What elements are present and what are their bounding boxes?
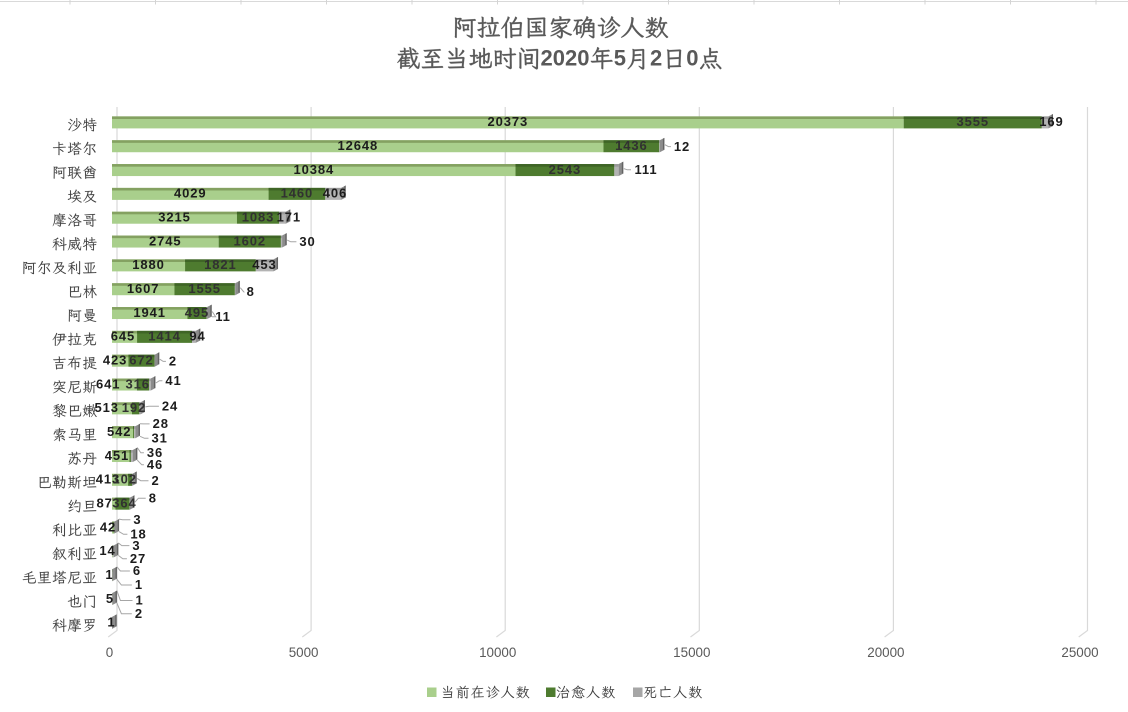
svg-text:4029: 4029 [174,186,207,201]
svg-text:5: 5 [614,45,626,70]
svg-text:542: 542 [107,424,131,439]
svg-text:30: 30 [299,234,315,249]
svg-text:27: 27 [130,551,146,566]
svg-text:2543: 2543 [549,162,582,177]
svg-text:1880: 1880 [132,257,165,272]
svg-text:169: 169 [1039,114,1063,129]
svg-text:31: 31 [151,431,167,446]
svg-text:111: 111 [635,162,658,177]
svg-text:3: 3 [132,538,140,553]
svg-text:42: 42 [100,519,116,534]
svg-text:2: 2 [650,45,662,70]
svg-text:406: 406 [323,186,347,201]
svg-text:1083: 1083 [242,210,275,225]
svg-text:1941: 1941 [133,305,166,320]
svg-text:11: 11 [215,309,231,324]
svg-text:1: 1 [136,593,144,608]
svg-text:15000: 15000 [673,645,710,660]
svg-text:24: 24 [162,399,178,414]
svg-text:1: 1 [105,567,113,582]
svg-text:1821: 1821 [204,257,237,272]
svg-text:28: 28 [153,416,169,431]
svg-text:0: 0 [106,645,113,660]
svg-text:453: 453 [252,257,276,272]
svg-text:0: 0 [686,45,698,70]
svg-text:2745: 2745 [149,233,182,248]
svg-text:8: 8 [247,284,255,299]
svg-text:6: 6 [133,563,141,578]
svg-text:641: 641 [96,376,120,391]
svg-text:8: 8 [149,490,157,505]
svg-text:1414: 1414 [148,329,181,344]
svg-text:14: 14 [99,543,115,558]
svg-text:495: 495 [185,305,209,320]
svg-text:1460: 1460 [281,186,314,201]
svg-text:1: 1 [135,577,143,592]
svg-text:5: 5 [106,591,114,606]
svg-text:87: 87 [96,496,112,511]
svg-text:12648: 12648 [337,138,378,153]
svg-text:1436: 1436 [615,138,648,153]
svg-text:413: 413 [96,472,120,487]
svg-text:3: 3 [133,512,141,527]
svg-text:94: 94 [189,329,205,344]
svg-text:316: 316 [126,376,150,391]
svg-text:513: 513 [95,400,119,415]
svg-text:2020: 2020 [541,45,590,70]
svg-text:451: 451 [105,448,129,463]
svg-text:192: 192 [122,400,146,415]
svg-text:645: 645 [111,329,135,344]
svg-text:20000: 20000 [867,645,904,660]
svg-text:2: 2 [135,606,143,621]
svg-text:1607: 1607 [127,281,160,296]
svg-text:102: 102 [113,472,137,487]
svg-text:12: 12 [674,139,690,154]
svg-text:36: 36 [147,445,163,460]
svg-text:2: 2 [169,354,177,369]
svg-text:46: 46 [147,457,163,472]
svg-text:672: 672 [129,353,153,368]
svg-text:423: 423 [103,353,127,368]
svg-text:18: 18 [130,527,146,542]
svg-text:171: 171 [277,210,301,225]
svg-text:3555: 3555 [957,114,990,129]
svg-text:10384: 10384 [293,162,334,177]
svg-text:3215: 3215 [158,210,191,225]
svg-text:2: 2 [152,473,160,488]
svg-text:1555: 1555 [188,281,221,296]
svg-text:364: 364 [112,496,136,511]
svg-text:25000: 25000 [1061,645,1098,660]
svg-text:1602: 1602 [234,233,267,248]
svg-text:20373: 20373 [487,114,528,129]
svg-text:1: 1 [107,615,115,630]
svg-text:10000: 10000 [479,645,516,660]
svg-text:5000: 5000 [289,645,319,660]
svg-text:41: 41 [165,373,181,388]
